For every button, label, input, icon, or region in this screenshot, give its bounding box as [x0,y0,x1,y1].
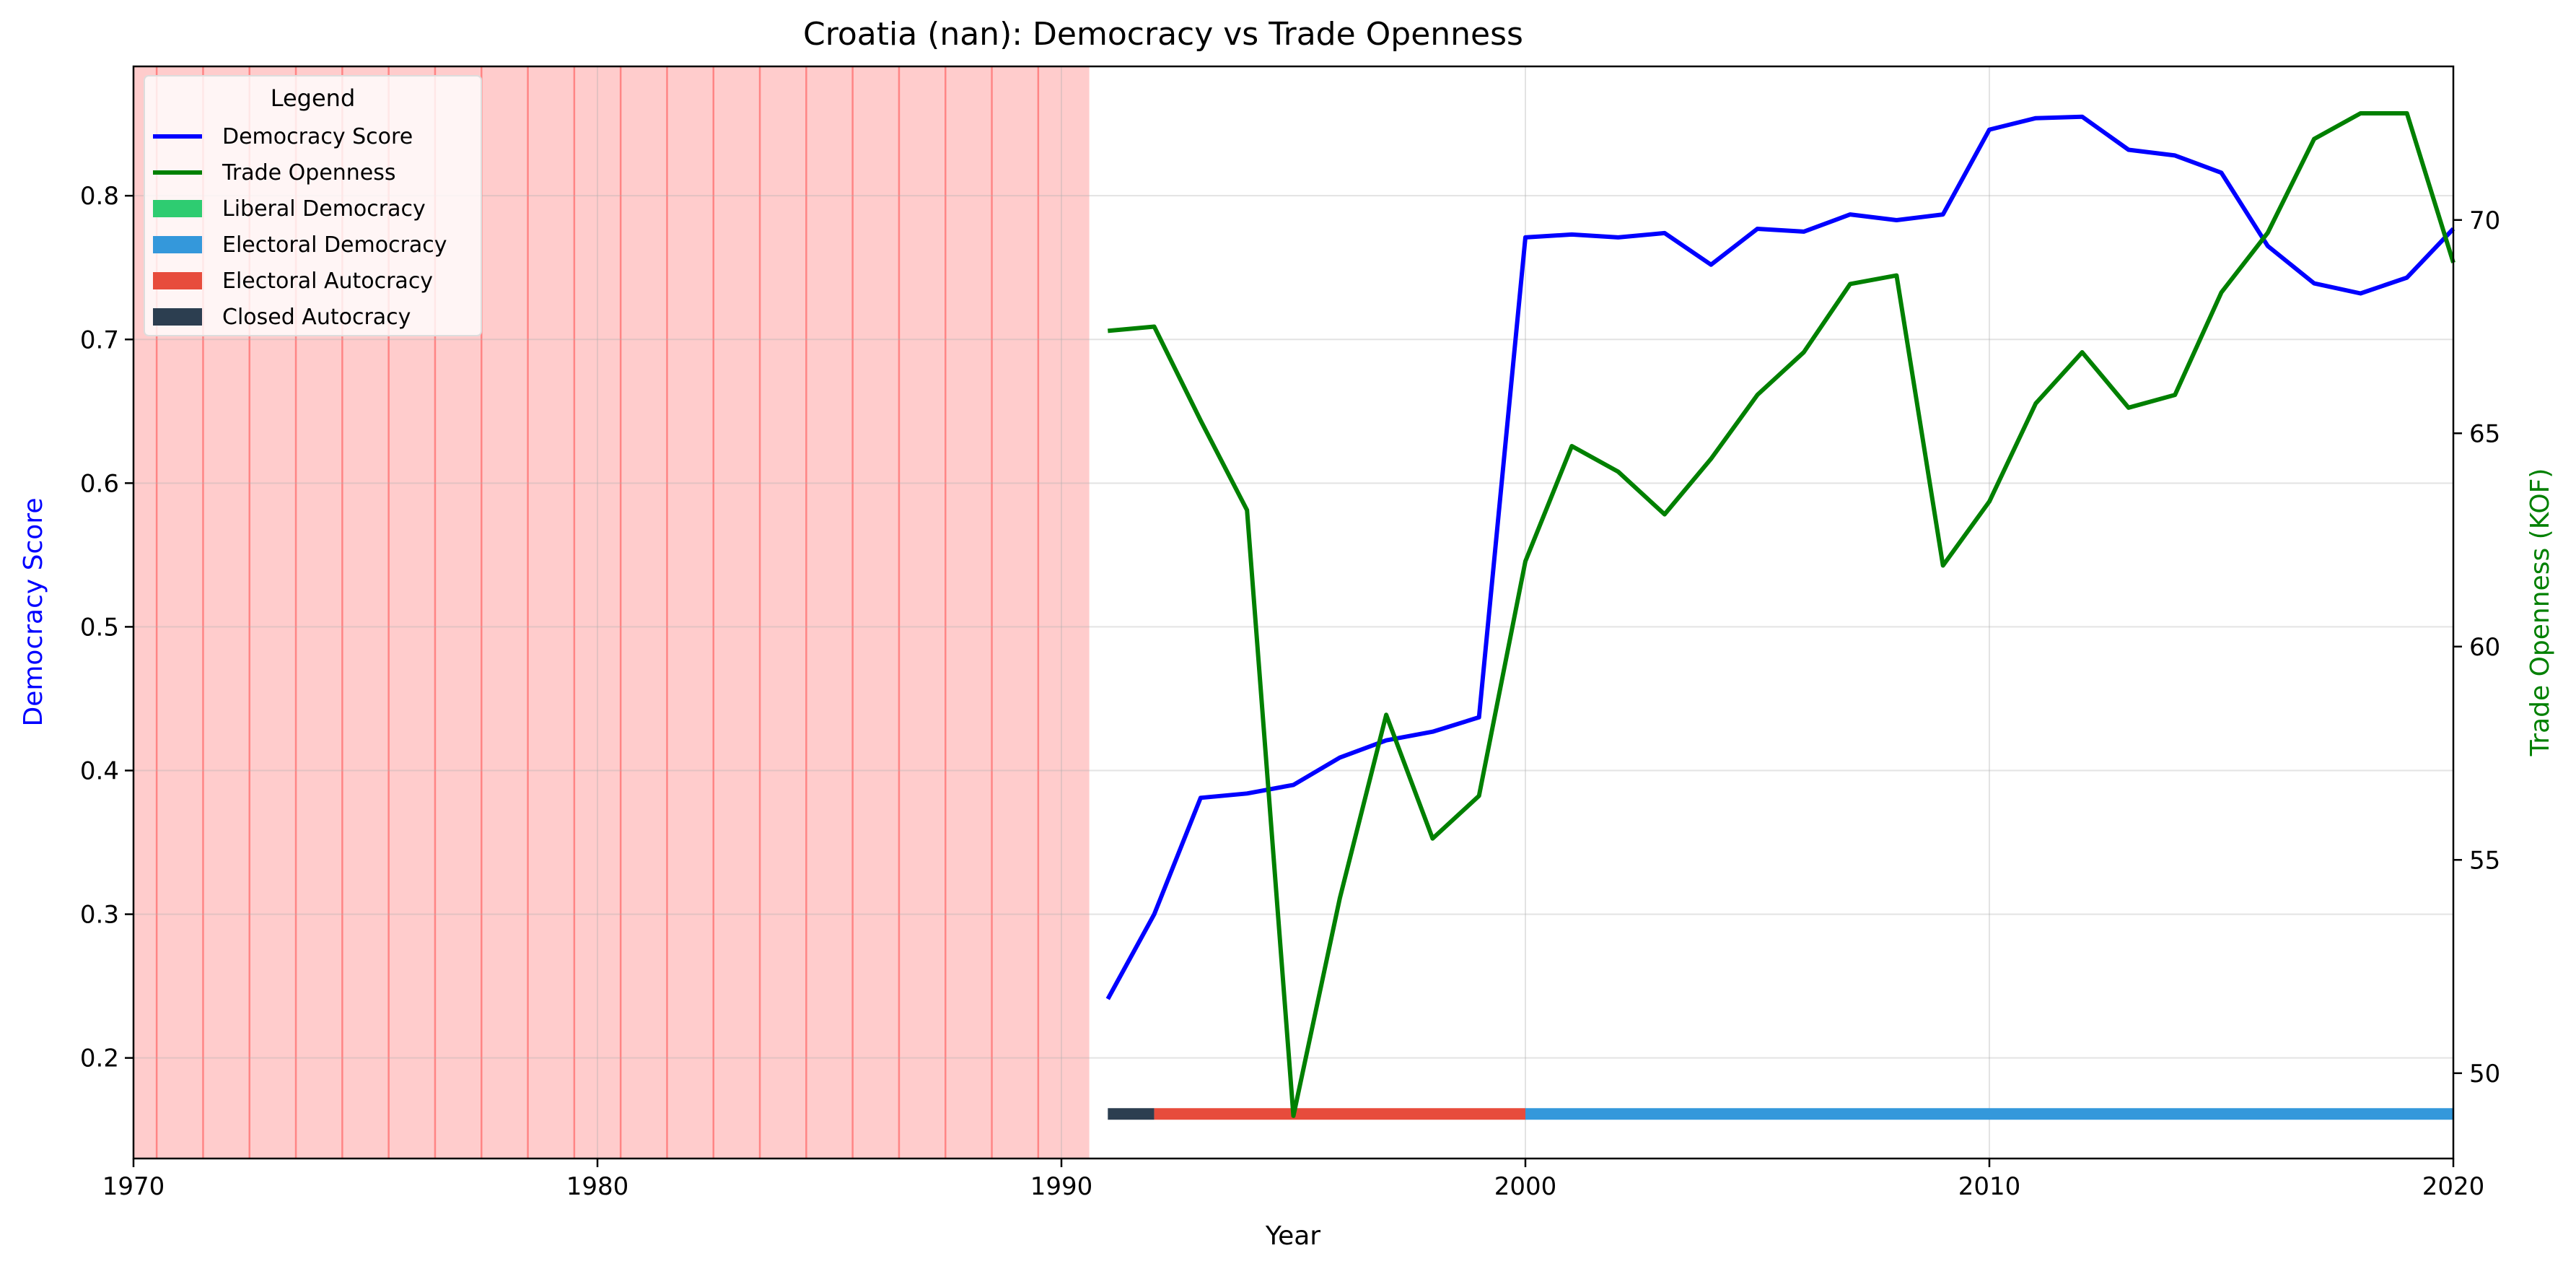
y-right-tick-label: 60 [2469,633,2500,662]
legend-patch-swatch [153,272,202,289]
axis-ticks: 1970 1980 1990 2000 2010 2020 0.2 0.3 0.4 0.5 0.6 0… [80,182,2500,1201]
legend-entry-label: Electoral Democracy [222,232,447,258]
legend-box [144,75,482,336]
legend: Legend Democracy Score Trade Openness Liber… [144,75,482,336]
y-left-tick-label: 0.3 [80,901,119,930]
x-tick-label: 1980 [566,1172,629,1201]
y-left-tick-label: 0.2 [80,1044,119,1073]
y-right-tick-label: 70 [2469,206,2500,235]
legend-entry-label: Closed Autocracy [222,305,411,330]
x-tick-label: 1970 [102,1172,165,1201]
y-left-tick-label: 0.5 [80,613,119,642]
x-tick-label: 1990 [1030,1172,1093,1201]
series-line-trade-openness [1108,111,2455,1118]
y-right-tick-label: 50 [2469,1060,2500,1088]
legend-entry-label: Liberal Democracy [222,196,426,222]
legend-title: Legend [271,84,356,112]
x-tick-label: 2010 [1958,1172,2021,1201]
x-tick-label: 2020 [2422,1172,2485,1201]
y-left-tick-label: 0.8 [80,182,119,211]
y-left-tick-label: 0.7 [80,326,119,354]
y-right-tick-label: 65 [2469,419,2500,448]
legend-entry-label: Democracy Score [222,124,413,149]
y-left-tick-label: 0.6 [80,469,119,498]
y-axis-label-right: Trade Openness (KOF) [2525,468,2555,757]
plot-frame [132,65,2455,1160]
legend-entry-label: Electoral Autocracy [222,269,433,294]
legend-entry-label: Trade Openness [222,160,396,186]
x-axis-label: Year [1265,1221,1320,1251]
legend-patch-swatch [153,308,202,326]
y-left-tick-label: 0.4 [80,756,119,785]
y-axis-label-left: Democracy Score [19,498,48,727]
x-tick-label: 2000 [1494,1172,1557,1201]
legend-patch-swatch [153,200,202,217]
legend-patch-swatch [153,236,202,253]
y-right-tick-label: 55 [2469,846,2500,875]
series-line-democracy-score [1105,114,2455,1000]
chart-title: Croatia (nan): Democracy vs Trade Openne… [803,16,1523,53]
series-lines [1105,111,2455,1118]
